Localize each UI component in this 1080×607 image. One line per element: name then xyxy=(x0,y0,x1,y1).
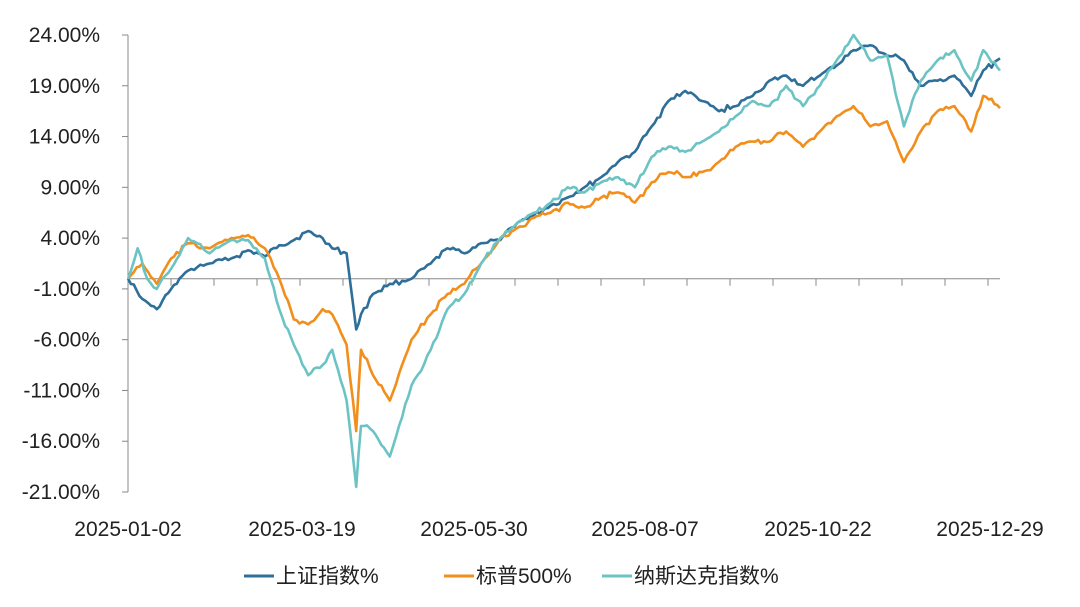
legend-label-3: 纳斯达克指数% xyxy=(634,565,779,588)
legend: 上证指数% 标普500% 纳斯达克指数% xyxy=(244,565,779,588)
y-tick-label: -11.00% xyxy=(23,379,100,402)
series-line-3 xyxy=(126,33,1001,489)
y-tick-label: 19.00% xyxy=(29,75,100,98)
y-tick-label: 9.00% xyxy=(40,176,100,199)
y-tick-label: 4.00% xyxy=(40,227,100,250)
series-line-1 xyxy=(126,43,1001,331)
x-tick-label: 2025-12-29 xyxy=(936,518,1043,541)
y-tick-label: -21.00% xyxy=(22,481,100,504)
y-tick-label: -6.00% xyxy=(33,329,100,352)
y-tick-label: 24.00% xyxy=(29,24,100,47)
x-axis: 2025-01-02 2025-03-19 2025-05-30 2025-08-07… xyxy=(74,278,1044,541)
x-tick-label: 2025-08-07 xyxy=(591,518,698,541)
y-axis: 24.00% 19.00% 14.00% 9.00% 4.00% -1.00% -6.00%… xyxy=(22,24,129,504)
legend-label-2: 标普500% xyxy=(476,565,572,588)
legend-label-1: 上证指数% xyxy=(276,565,379,588)
y-tick-label: -16.00% xyxy=(22,430,100,453)
x-tick-label: 2025-10-22 xyxy=(764,518,871,541)
x-tick-label: 2025-01-02 xyxy=(74,518,181,541)
y-tick-label: 14.00% xyxy=(29,126,100,149)
series-line-2 xyxy=(127,94,1001,433)
x-tick-label: 2025-05-30 xyxy=(420,518,527,541)
x-tick-label: 2025-03-19 xyxy=(248,518,355,541)
y-tick-label: -1.00% xyxy=(33,278,100,301)
series-lines xyxy=(126,33,1001,489)
